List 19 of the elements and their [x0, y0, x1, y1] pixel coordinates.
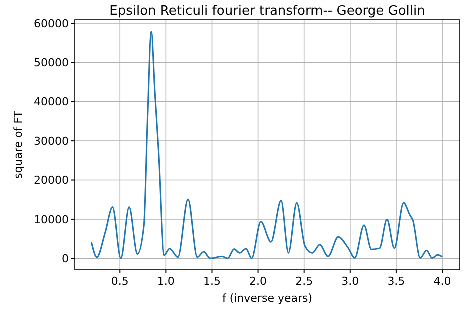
y-axis-title: square of FT — [12, 110, 25, 179]
y-tick-label: 20000 — [34, 174, 69, 188]
x-tick-label: 1.0 — [157, 275, 175, 288]
y-tick-label: 30000 — [34, 134, 69, 148]
x-tick-label: 2.0 — [250, 275, 268, 288]
x-tick-label: 3.5 — [388, 275, 406, 288]
x-tick-label: 2.5 — [296, 275, 314, 288]
y-tick-label: 0 — [62, 252, 69, 266]
x-tick-label: 1.5 — [203, 275, 221, 288]
x-tick-label: 4.0 — [434, 275, 452, 288]
chart-title: Epsilon Reticuli fourier transform-- George Gollin — [110, 4, 426, 19]
x-tick-label: 3.0 — [342, 275, 360, 288]
x-axis-title: f (inverse years) — [222, 292, 313, 305]
y-tick-label: 40000 — [34, 96, 69, 109]
y-tick-label: 60000 — [34, 17, 69, 30]
y-tick-label: 10000 — [34, 213, 69, 226]
y-tick-label: 50000 — [34, 56, 69, 70]
line-series — [90, 31, 444, 260]
x-tick-label: 0.5 — [111, 275, 129, 288]
